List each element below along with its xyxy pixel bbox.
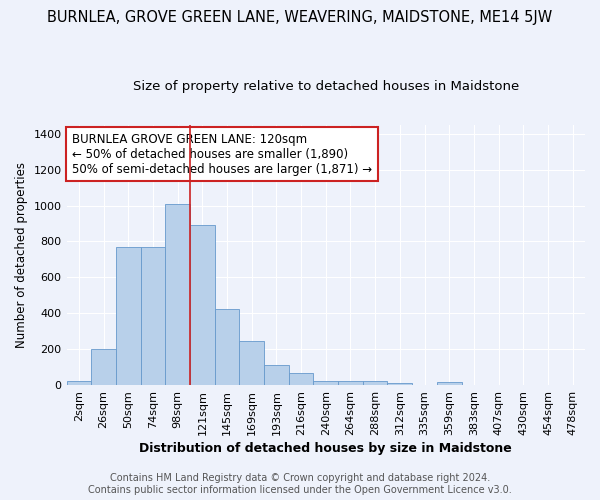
Bar: [140, 247, 165, 385]
Text: BURNLEA, GROVE GREEN LANE, WEAVERING, MAIDSTONE, ME14 5JW: BURNLEA, GROVE GREEN LANE, WEAVERING, MA…: [47, 10, 553, 25]
Bar: [289, 372, 313, 385]
Y-axis label: Number of detached properties: Number of detached properties: [15, 162, 28, 348]
X-axis label: Distribution of detached houses by size in Maidstone: Distribution of detached houses by size …: [139, 442, 512, 455]
Bar: [437, 382, 461, 385]
Bar: [91, 349, 116, 385]
Text: Contains HM Land Registry data © Crown copyright and database right 2024.
Contai: Contains HM Land Registry data © Crown c…: [88, 474, 512, 495]
Bar: [165, 204, 190, 385]
Bar: [363, 382, 388, 385]
Bar: [190, 226, 215, 385]
Bar: [116, 247, 140, 385]
Bar: [67, 380, 91, 385]
Bar: [388, 384, 412, 385]
Title: Size of property relative to detached houses in Maidstone: Size of property relative to detached ho…: [133, 80, 519, 93]
Bar: [264, 366, 289, 385]
Bar: [338, 382, 363, 385]
Bar: [313, 380, 338, 385]
Text: BURNLEA GROVE GREEN LANE: 120sqm
← 50% of detached houses are smaller (1,890)
50: BURNLEA GROVE GREEN LANE: 120sqm ← 50% o…: [72, 132, 372, 176]
Bar: [239, 341, 264, 385]
Bar: [215, 309, 239, 385]
